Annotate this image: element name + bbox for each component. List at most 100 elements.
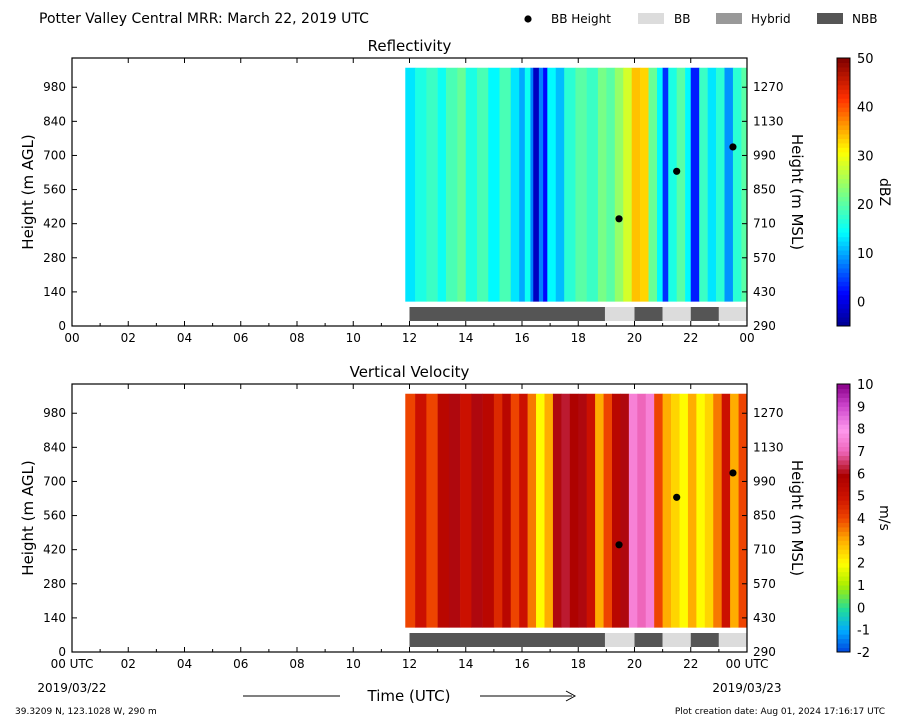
colorbar-step — [837, 196, 850, 202]
heatmap-column — [612, 393, 621, 628]
legend-bb-height-marker — [524, 15, 532, 23]
heatmap-column — [716, 67, 725, 302]
reflectivity-bb-type-bar — [409, 307, 747, 321]
heatmap-column — [488, 67, 500, 302]
colorbar-step — [837, 241, 850, 247]
reflectivity-colorbar: 0 10 20 30 40 50 — [836, 52, 874, 327]
colorbar-frame — [836, 383, 851, 653]
colorbar-frame — [836, 57, 851, 327]
colorbar-tick-label: 0 — [857, 296, 865, 311]
heatmap-column — [687, 393, 697, 628]
y-right-tick-label: 570 — [753, 577, 776, 591]
heatmap-column — [519, 67, 526, 302]
velocity-colorbar: -2 -1 0 1 2 3 4 5 6 7 8 9 10 — [836, 378, 874, 661]
heatmap-column — [707, 67, 717, 302]
station-location: 39.3209 N, 123.1028 W, 290 m — [15, 707, 157, 717]
colorbar-step — [837, 138, 850, 144]
colorbar-step — [837, 593, 850, 599]
velocity-panel: Vertical Velocity 00 UTC 02 04 06 08 10 12 14 16… — [19, 363, 892, 671]
bb-type-segment — [718, 633, 747, 647]
colorbar-step — [837, 620, 850, 626]
heatmap-column — [690, 67, 700, 302]
colorbar-step — [837, 509, 850, 515]
x-tick-label: 00 UTC — [726, 657, 769, 671]
colorbar-step — [837, 299, 850, 305]
heatmap-column — [457, 67, 467, 302]
colorbar-step — [837, 567, 850, 573]
colorbar-tick-label: 10 — [857, 378, 874, 393]
colorbar-step — [837, 102, 850, 108]
colorbar-step — [837, 428, 850, 434]
y-tick-label: 0 — [58, 645, 66, 659]
plot-creation-date: Plot creation date: Aug 01, 2024 17:16:1… — [675, 707, 885, 717]
heatmap-column — [699, 67, 708, 302]
colorbar-step — [837, 535, 850, 541]
heatmap-column — [448, 393, 461, 628]
colorbar-step — [837, 410, 850, 416]
reflectivity-ylabel-left: Height (m AGL) — [19, 134, 37, 249]
colorbar-step — [837, 589, 850, 595]
colorbar-step — [837, 169, 850, 175]
colorbar-step — [837, 419, 850, 425]
heatmap-column — [477, 67, 489, 302]
colorbar-tick-label: 0 — [857, 601, 865, 616]
velocity-bb-height-points — [615, 469, 737, 549]
heatmap-column — [538, 67, 544, 302]
colorbar-tick-label: 3 — [857, 534, 865, 549]
y-tick-label: 420 — [43, 217, 66, 231]
colorbar-step — [837, 495, 850, 501]
colorbar-step — [837, 285, 850, 291]
x-tick-label: 02 — [121, 657, 136, 671]
heatmap-column — [679, 393, 689, 628]
heatmap-column — [426, 393, 438, 628]
y-tick-label: 280 — [43, 577, 66, 591]
velocity-x-axis: 00 UTC 02 04 06 08 10 12 14 16 18 20 22 00 UTC — [51, 384, 769, 671]
reflectivity-title: Reflectivity — [368, 37, 452, 55]
colorbar-tick-label: 4 — [857, 512, 865, 527]
reflectivity-y-axis-right: 290 430 570 710 850 990 1130 1270 — [742, 80, 784, 333]
y-right-tick-label: 1270 — [753, 80, 784, 94]
legend-nbb-swatch — [817, 13, 843, 24]
heatmap-column — [628, 393, 638, 628]
bb-height-point — [615, 215, 623, 223]
legend-hybrid-label: Hybrid — [751, 12, 791, 26]
reflectivity-x-axis: 00 02 04 06 08 10 12 14 16 18 20 22 00 — [64, 58, 755, 345]
x-tick-label: 10 — [346, 331, 361, 345]
colorbar-tick-label: 7 — [857, 445, 865, 460]
colorbar-step — [837, 643, 850, 649]
colorbar-step — [837, 308, 850, 314]
colorbar-step — [837, 482, 850, 488]
colorbar-step — [837, 294, 850, 300]
colorbar-step — [837, 187, 850, 193]
colorbar-step — [837, 468, 850, 474]
heatmap-column — [547, 67, 557, 302]
time-axis-arrowhead — [565, 690, 577, 702]
heatmap-column — [530, 67, 534, 302]
colorbar-step — [837, 174, 850, 180]
y-right-tick-label: 430 — [753, 611, 776, 625]
heatmap-column — [640, 67, 649, 302]
heatmap-column — [623, 67, 632, 302]
heatmap-column — [614, 67, 624, 302]
heatmap-column — [502, 393, 512, 628]
heatmap-column — [696, 393, 706, 628]
x-tick-label: 16 — [514, 657, 529, 671]
x-tick-label: 06 — [233, 331, 248, 345]
colorbar-step — [837, 549, 850, 555]
velocity-ylabel-left: Height (m AGL) — [19, 460, 37, 575]
heatmap-column — [645, 393, 655, 628]
colorbar-step — [837, 442, 850, 448]
heatmap-column — [732, 67, 742, 302]
colorbar-step — [837, 227, 850, 233]
y-tick-label: 140 — [43, 285, 66, 299]
heatmap-column — [620, 393, 630, 628]
bb-type-segment — [690, 307, 719, 321]
heatmap-column — [586, 67, 599, 302]
colorbar-tick-label: 10 — [857, 247, 874, 262]
colorbar-step — [837, 459, 850, 465]
x-tick-label: 00 — [739, 331, 754, 345]
colorbar-step — [837, 236, 850, 242]
colorbar-step — [837, 585, 850, 590]
heatmap-column — [415, 67, 427, 302]
colorbar-step — [837, 558, 850, 564]
